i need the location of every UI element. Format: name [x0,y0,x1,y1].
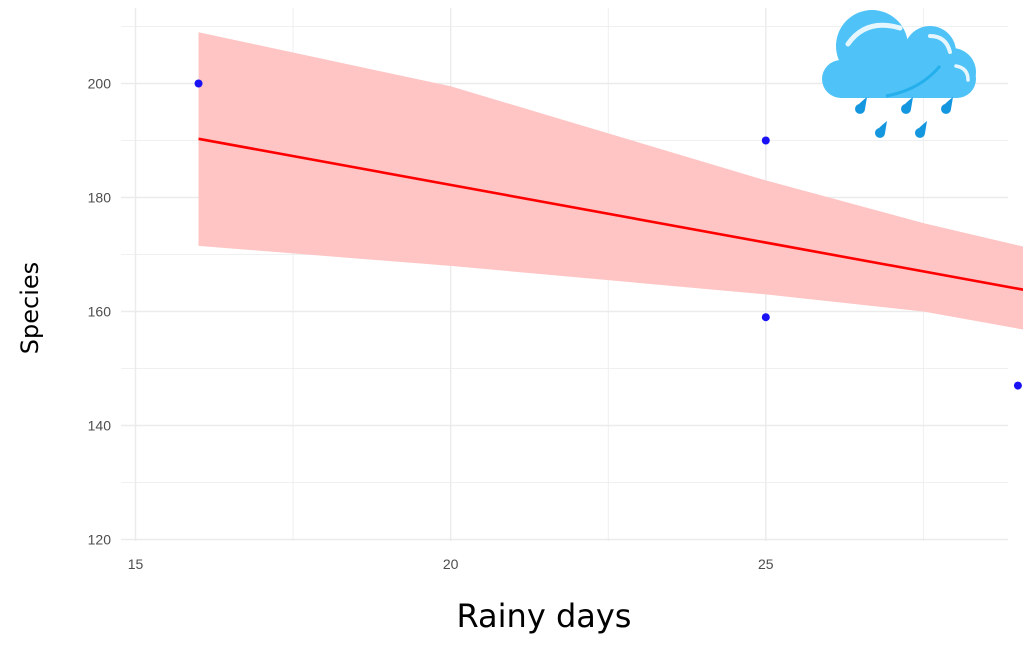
data-point [194,79,203,88]
confidence-band [198,32,1023,330]
x-tick-label: 15 [128,556,144,572]
y-tick-label: 160 [88,304,112,320]
data-point [761,313,770,322]
x-tick-label: 25 [758,556,774,572]
x-tick-label: 20 [443,556,459,572]
x-axis-tick-labels: 152025303540 [128,556,774,572]
y-tick-label: 200 [88,76,112,92]
data-point [1013,381,1022,390]
rain-cloud-icon [822,10,976,138]
raindrop-icon [901,97,913,114]
raindrop-icon [915,121,927,138]
x-axis-title: Rainy days [457,597,632,635]
y-tick-label: 120 [88,532,112,548]
y-tick-label: 180 [88,190,112,206]
raindrop-icon [855,97,867,114]
raindrop-icon [875,121,887,138]
major-grid [121,8,1008,541]
y-tick-label: 140 [88,418,112,434]
y-axis-tick-labels: 120 140 160 180 200 [88,76,112,548]
regression-line [198,137,1023,291]
data-points [194,79,1022,390]
raindrop-icon [941,97,953,114]
data-point [761,136,770,145]
y-axis-title: Species [16,262,44,354]
